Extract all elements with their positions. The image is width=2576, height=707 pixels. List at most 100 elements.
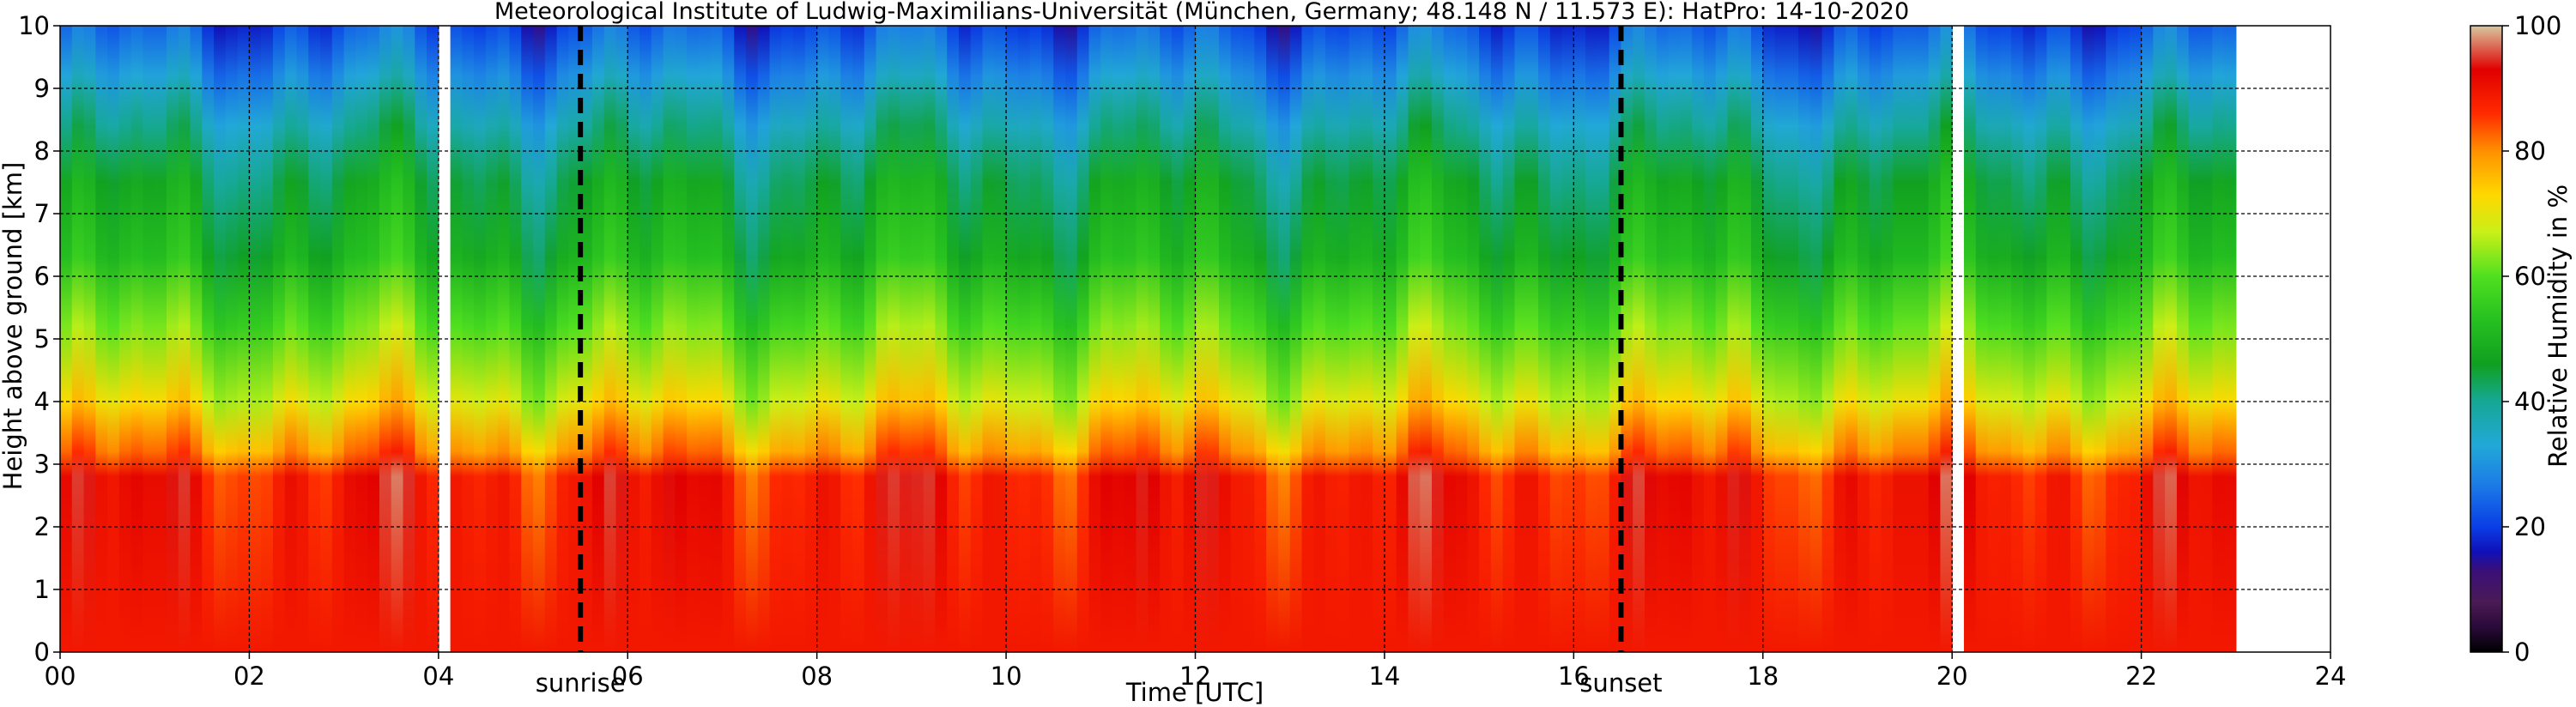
x-tick-label: 24 — [2315, 662, 2347, 691]
y-tick-label: 0 — [34, 638, 50, 667]
heatmap-column — [923, 26, 936, 652]
y-tick-label: 5 — [34, 324, 50, 354]
heatmap-column — [828, 26, 841, 652]
heatmap-column — [118, 26, 132, 652]
heatmap-column — [1230, 26, 1244, 652]
colorbar-tick-label: 20 — [2514, 512, 2546, 541]
x-tick-label: 22 — [2125, 662, 2157, 691]
heatmap-column — [1336, 26, 1350, 652]
heatmap-column — [1325, 26, 1338, 652]
heatmap-column — [521, 26, 534, 652]
heatmap-column — [1183, 26, 1197, 652]
heatmap-column — [1692, 26, 1705, 652]
heatmap-column — [1266, 26, 1279, 652]
annotations — [578, 26, 1624, 652]
heatmap-column — [1561, 26, 1574, 652]
heatmap-column — [509, 26, 522, 652]
heatmap-column — [591, 26, 605, 652]
plot-area — [59, 25, 2331, 653]
heatmap-column — [1633, 26, 1646, 652]
heatmap-column — [1313, 26, 1326, 652]
x-axis: 00 02 04 06 08 10 12 14 16 18 20 22 24 — [45, 652, 2347, 691]
heatmap-column — [1207, 26, 1220, 652]
heatmap-column — [2022, 26, 2036, 652]
heatmap-column — [214, 26, 227, 652]
heatmap-column — [83, 26, 96, 652]
heatmap-column — [1975, 26, 1989, 652]
colorbar-tick-label: 60 — [2514, 262, 2546, 291]
heatmap-column — [190, 26, 203, 652]
heatmap-column — [556, 26, 569, 652]
colorbar-tick-label: 100 — [2514, 11, 2561, 40]
heatmap-column — [900, 26, 912, 652]
x-tick-label: 08 — [801, 662, 833, 691]
heatmap-column — [1549, 26, 1563, 652]
heatmap-column — [533, 26, 546, 652]
heatmap-column — [130, 26, 144, 652]
heatmap-column — [1195, 26, 1208, 652]
colorbar-label: Relative Humidity in % — [2543, 184, 2573, 468]
heatmap-column — [1680, 26, 1693, 652]
colorbar-tick-label: 40 — [2514, 387, 2546, 416]
y-axis: 0 1 2 3 4 5 6 7 8 9 10 — [18, 11, 60, 667]
heatmap-column — [1254, 26, 1267, 652]
heatmap-column — [107, 26, 120, 652]
y-tick-label: 9 — [34, 74, 50, 103]
colorbar-tick-label: 80 — [2514, 136, 2546, 166]
heatmap-column — [225, 26, 239, 652]
y-tick-label: 6 — [34, 262, 50, 291]
x-tick-label: 04 — [422, 662, 454, 691]
heatmap-column — [544, 26, 558, 652]
y-tick-label: 7 — [34, 199, 50, 228]
annotation-label: sunset — [1579, 668, 1662, 698]
x-tick-label: 02 — [233, 662, 265, 691]
heatmap-column — [178, 26, 191, 652]
heatmap-column — [1940, 26, 1953, 652]
heatmap-column — [580, 26, 593, 652]
heatmap-column — [1644, 26, 1658, 652]
x-tick-label: 06 — [612, 662, 644, 691]
heatmap-column — [1289, 26, 1303, 652]
heatmap-column — [888, 26, 900, 652]
y-tick-label: 2 — [34, 512, 50, 541]
heatmap-column — [1219, 26, 1232, 652]
heatmap-column — [485, 26, 499, 652]
heatmap-column — [497, 26, 511, 652]
x-tick-label: 12 — [1179, 662, 1211, 691]
heatmap-column — [450, 26, 463, 652]
chart-title: Meteorological Institute of Ludwig-Maxim… — [494, 0, 1909, 25]
heatmap-column — [474, 26, 487, 652]
y-tick-label: 8 — [34, 136, 50, 166]
heatmap-column — [876, 26, 888, 652]
y-tick-label: 1 — [34, 575, 50, 604]
heatmap-column — [2058, 26, 2071, 652]
y-tick-label: 4 — [34, 387, 50, 416]
heatmap-column — [1656, 26, 1670, 652]
heatmap-column — [166, 26, 179, 652]
x-tick-label: 14 — [1368, 662, 1400, 691]
heatmap-column — [958, 26, 972, 652]
heatmap-column — [462, 26, 475, 652]
heatmap-column — [840, 26, 853, 652]
data-gap — [440, 26, 446, 652]
heatmap-column — [1999, 26, 2012, 652]
heatmap-column — [911, 26, 924, 652]
heatmap-column — [864, 26, 877, 652]
grid — [60, 26, 2331, 652]
heatmap-column — [71, 26, 85, 652]
heatmap-column — [155, 26, 167, 652]
heatmap-column — [2070, 26, 2083, 652]
heatmap-column — [1987, 26, 2000, 652]
heatmap-column — [1573, 26, 1586, 652]
colorbar-tick-label: 0 — [2514, 638, 2530, 667]
annotation-label: sunrise — [536, 668, 626, 698]
heatmap-column — [935, 26, 948, 652]
heatmap-column — [2046, 26, 2059, 652]
x-tick-label: 00 — [45, 662, 76, 691]
heatmap-column — [1242, 26, 1255, 652]
heatmap-column — [1621, 26, 1633, 652]
x-tick-label: 10 — [991, 662, 1022, 691]
x-tick-label: 20 — [1937, 662, 1968, 691]
colorbar-ticks: 0 20 40 60 80 100 — [2502, 11, 2561, 667]
